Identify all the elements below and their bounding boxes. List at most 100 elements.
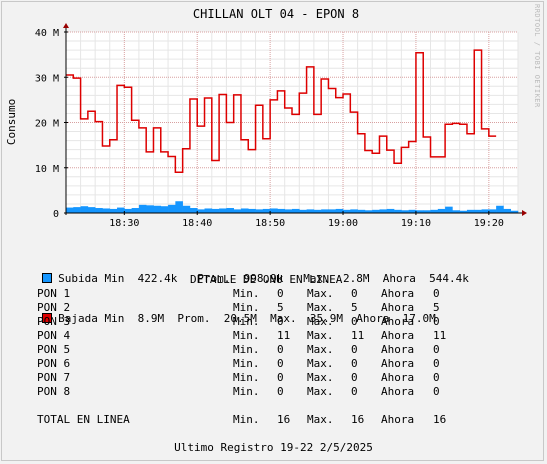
detail-now-value: 11 bbox=[433, 329, 447, 342]
bar-subida bbox=[138, 204, 147, 213]
detail-max-label: Max. bbox=[307, 301, 334, 314]
bar-subida bbox=[131, 208, 140, 213]
detail-now-value: 0 bbox=[433, 287, 440, 300]
legend-item-bajada: Bajada Min 8.9M Prom. 20.5M Max. 35.9M A… bbox=[15, 298, 469, 325]
detail-min-label: Min. bbox=[233, 301, 260, 314]
bar-subida bbox=[335, 208, 344, 213]
detail-min-value: 0 bbox=[277, 357, 284, 370]
detail-min-value: 5 bbox=[277, 301, 284, 314]
detail-now-value: 16 bbox=[433, 413, 447, 426]
detail-min-label: Min. bbox=[233, 287, 260, 300]
x-tick-label: 18:40 bbox=[182, 218, 212, 229]
legend-swatch-bajada bbox=[41, 313, 52, 323]
series-layer bbox=[66, 49, 519, 213]
bar-subida bbox=[364, 210, 373, 213]
detail-max-value: 11 bbox=[351, 329, 365, 342]
detail-now-label: Ahora bbox=[381, 287, 415, 300]
detail-row: PON 5 Min. 0 Max. 0 Ahora 0 bbox=[37, 343, 517, 357]
legend: Subida Min 422.4k Prom. 998.9k Max. 2.8M… bbox=[15, 232, 469, 325]
bar-subida bbox=[226, 208, 234, 213]
detail-now-label: Ahora bbox=[381, 385, 415, 398]
bar-subida bbox=[255, 209, 264, 213]
bar-subida bbox=[197, 209, 205, 213]
detail-min-value: 11 bbox=[277, 329, 291, 342]
legend-item-subida: Subida Min 422.4k Prom. 998.9k Max. 2.8M… bbox=[15, 258, 469, 285]
bar-subida bbox=[452, 210, 460, 213]
detail-min-label: Min. bbox=[233, 329, 260, 342]
bar-subida bbox=[372, 209, 380, 213]
bar-subida bbox=[182, 205, 191, 213]
bar-subida bbox=[488, 209, 497, 213]
x-axis-arrow bbox=[522, 210, 527, 216]
detail-max-label: Max. bbox=[307, 287, 334, 300]
detail-now-label: Ahora bbox=[381, 371, 415, 384]
bar-subida bbox=[153, 205, 162, 213]
bar-subida bbox=[481, 209, 490, 213]
detail-max-value: 0 bbox=[351, 357, 358, 370]
detail-max-label: Max. bbox=[307, 315, 334, 328]
x-tick-label: 19:20 bbox=[474, 218, 504, 229]
y-tick-label: 0 bbox=[53, 209, 59, 220]
bar-subida bbox=[343, 209, 351, 213]
detail-now-label: Ahora bbox=[381, 357, 415, 370]
detail-now-value: 0 bbox=[433, 343, 440, 356]
bar-subida bbox=[80, 206, 89, 213]
bar-subida bbox=[379, 209, 388, 213]
detail-min-value: 0 bbox=[277, 371, 284, 384]
detail-name: PON 6 bbox=[37, 357, 71, 370]
bar-subida bbox=[503, 208, 512, 213]
footer-last-record: Ultimo Registro 19-22 2/5/2025 bbox=[174, 441, 373, 454]
detail-min-label: Min. bbox=[233, 413, 260, 426]
detail-row: PON 7 Min. 0 Max. 0 Ahora 0 bbox=[37, 371, 517, 385]
x-tick-label: 18:50 bbox=[255, 218, 285, 229]
bar-subida bbox=[357, 209, 366, 213]
detail-row: PON 4 Min. 11 Max. 11 Ahora 11 bbox=[37, 329, 517, 343]
bar-subida bbox=[415, 210, 424, 213]
y-tick-label: 40 M bbox=[35, 28, 59, 39]
detail-now-value: 0 bbox=[433, 371, 440, 384]
bar-subida bbox=[408, 209, 417, 213]
bar-subida bbox=[299, 209, 307, 213]
detail-max-value: 5 bbox=[351, 301, 358, 314]
tick-labels: 0 10 M 20 M 30 M 40 M 18:30 18:40 18:50 19:00 19:… bbox=[35, 28, 504, 229]
bar-subida bbox=[270, 208, 278, 213]
detail-max-label: Max. bbox=[307, 343, 334, 356]
bar-subida bbox=[168, 204, 176, 213]
bar-subida bbox=[313, 209, 322, 213]
bar-subida bbox=[117, 207, 125, 213]
chart-title: CHILLAN OLT 04 - EPON 8 bbox=[193, 7, 359, 21]
bar-subida bbox=[423, 210, 431, 213]
bar-subida bbox=[219, 208, 227, 213]
rrdtool-watermark: RRDTOOL / TOBI OETIKER bbox=[533, 4, 541, 108]
detail-max-value: 0 bbox=[351, 385, 358, 398]
detail-max-value: 0 bbox=[351, 287, 358, 300]
bar-subida bbox=[189, 208, 198, 213]
detail-now-value: 0 bbox=[433, 385, 440, 398]
legend-name: Bajada bbox=[58, 312, 98, 325]
bar-subida bbox=[277, 208, 286, 213]
bar-subida bbox=[350, 209, 358, 213]
detail-name: PON 1 bbox=[37, 287, 71, 300]
legend-swatch-subida bbox=[41, 273, 52, 283]
detail-min-value: 0 bbox=[277, 287, 284, 300]
bar-subida bbox=[262, 208, 271, 213]
detail-min-label: Min. bbox=[233, 371, 260, 384]
detail-min-value: 0 bbox=[277, 343, 284, 356]
legend-min: 422.4k bbox=[137, 272, 178, 285]
x-tick-label: 18:30 bbox=[109, 218, 139, 229]
detail-name: PON 2 bbox=[37, 301, 71, 314]
bar-subida bbox=[211, 208, 220, 213]
bar-subida bbox=[437, 208, 446, 213]
bar-subida bbox=[240, 208, 249, 213]
bar-subida bbox=[328, 209, 337, 213]
y-axis-label: Consumo bbox=[5, 99, 18, 145]
detail-now-value: 0 bbox=[433, 315, 440, 328]
legend-max: 2.8M bbox=[343, 272, 370, 285]
bar-subida bbox=[102, 208, 111, 213]
detail-max-value: 0 bbox=[351, 315, 358, 328]
bar-subida bbox=[87, 207, 96, 213]
legend-name: Subida bbox=[58, 272, 98, 285]
x-tick-label: 19:00 bbox=[328, 218, 358, 229]
bar-subida bbox=[401, 210, 409, 213]
bar-subida bbox=[459, 210, 468, 213]
